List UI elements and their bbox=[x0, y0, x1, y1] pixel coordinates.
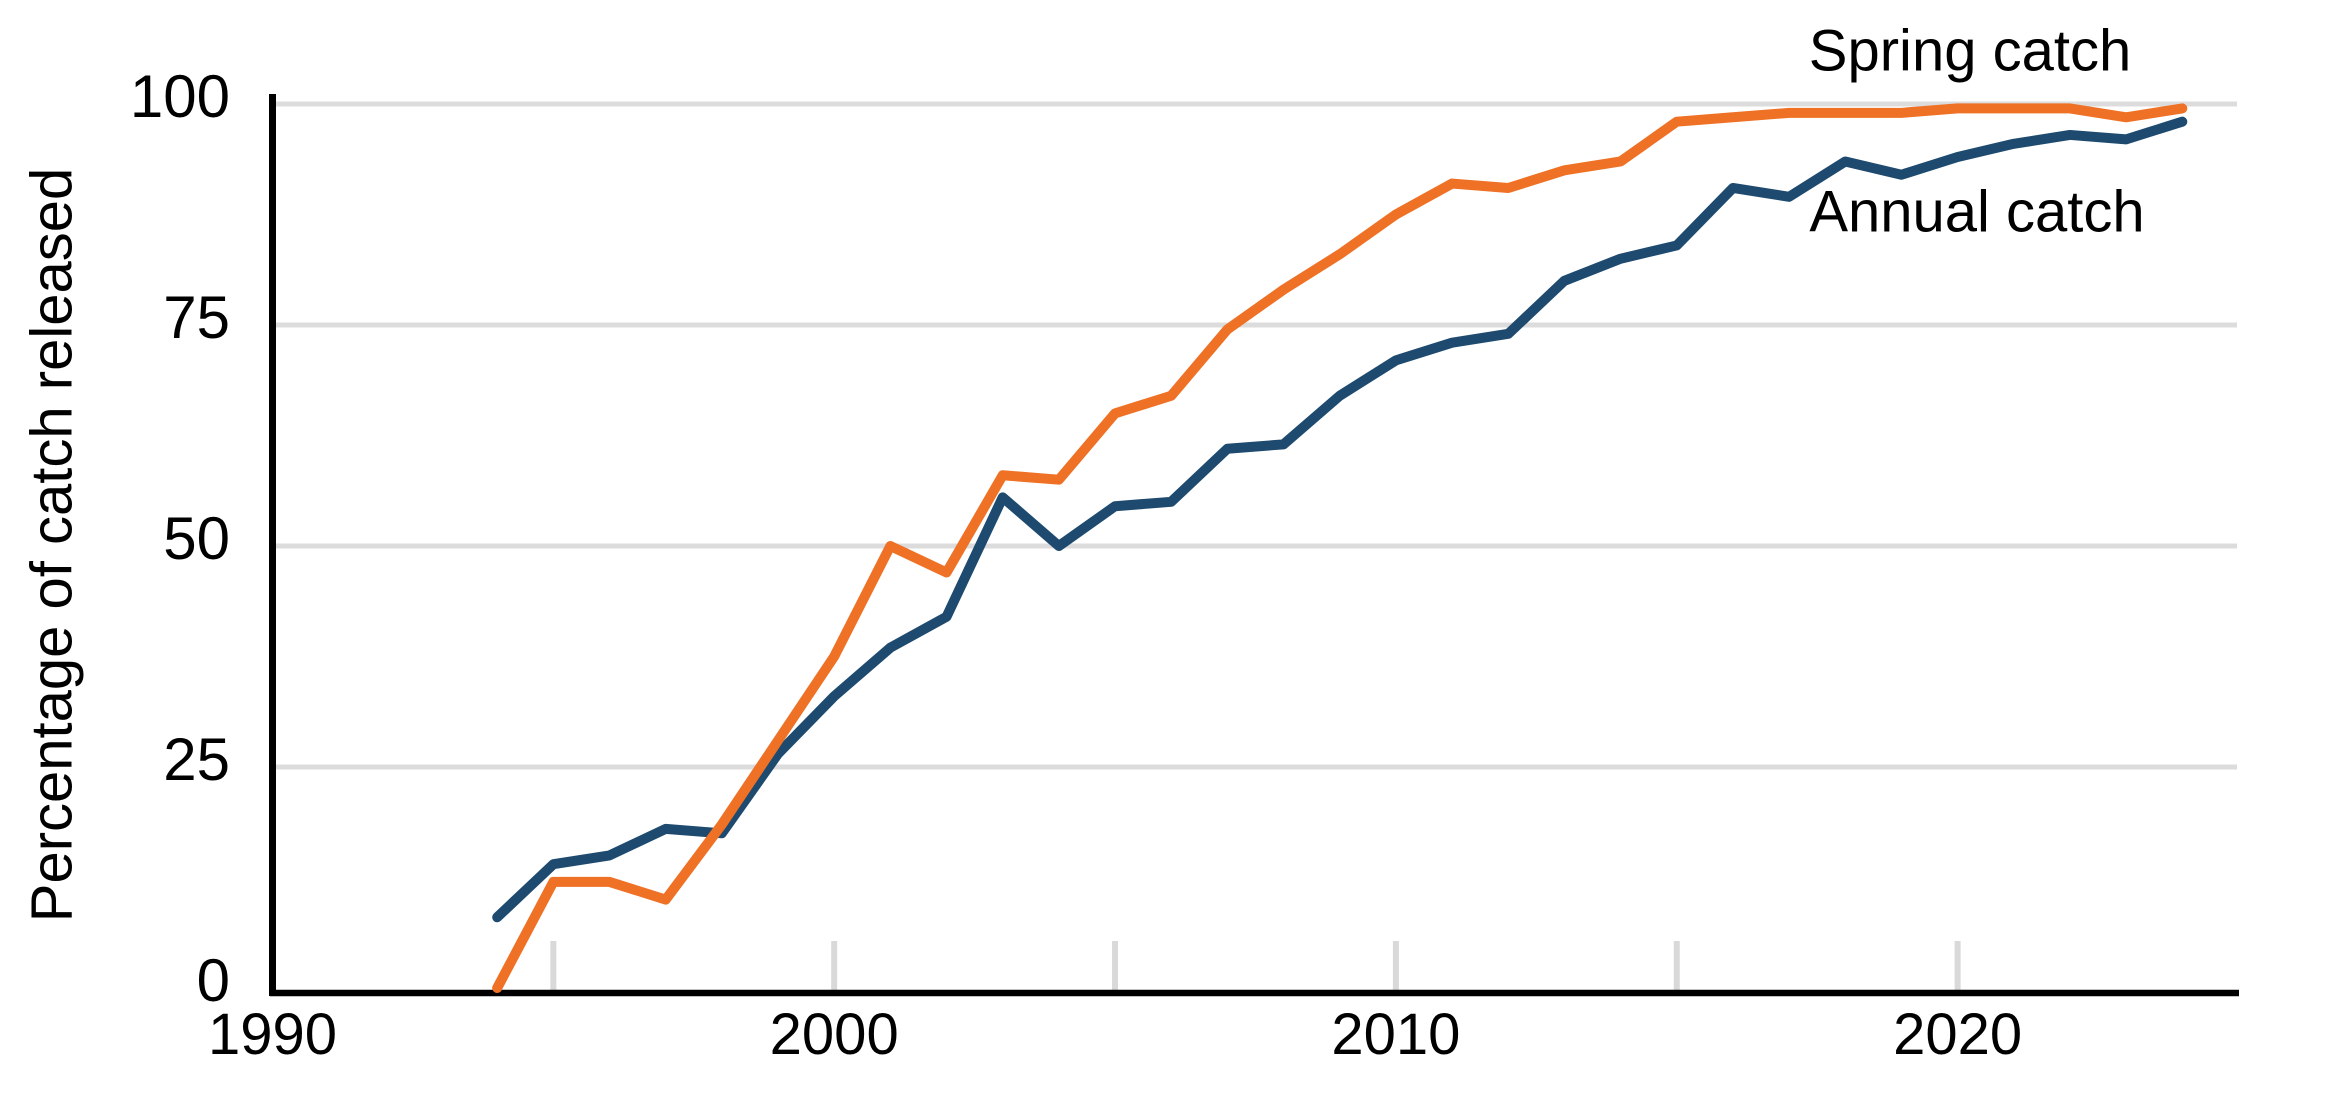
series-line-spring bbox=[492, 103, 2188, 993]
y-tick-label-25: 25 bbox=[163, 726, 230, 793]
x-tick-label-2010: 2010 bbox=[1331, 1002, 1461, 1067]
series-line-annual bbox=[492, 116, 2188, 923]
y-tick-label-0: 0 bbox=[196, 947, 230, 1014]
y-tick-label-100: 100 bbox=[129, 63, 230, 130]
y-tick-label-50: 50 bbox=[163, 505, 230, 572]
x-tick-label-1990: 1990 bbox=[207, 1002, 338, 1067]
series-label-spring: Spring catch bbox=[1808, 18, 2132, 84]
series-label-annual: Annual catch bbox=[1809, 179, 2145, 245]
x-tick-label-2020: 2020 bbox=[1893, 1002, 2023, 1067]
y-tick-label-75: 75 bbox=[163, 284, 230, 351]
x-tick-label-2000: 2000 bbox=[769, 1002, 899, 1067]
